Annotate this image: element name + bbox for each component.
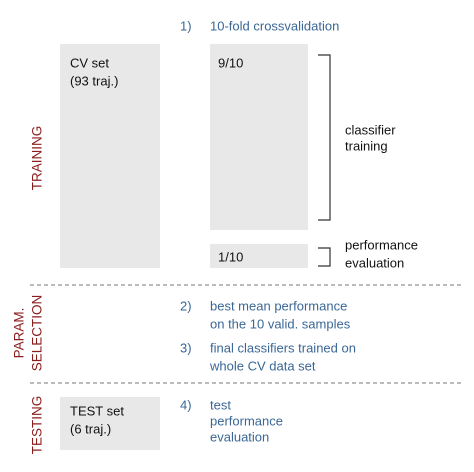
box-label: (93 traj.) <box>70 73 118 88</box>
cv-set-box <box>60 44 160 268</box>
step-text: whole CV data set <box>209 358 316 373</box>
step-text: 10-fold crossvalidation <box>210 18 339 33</box>
bracket-label: classifier <box>345 122 396 137</box>
section-label: TRAINING <box>30 126 45 191</box>
box-label: 9/10 <box>218 55 243 70</box>
step-text: final classifiers trained on <box>210 340 356 355</box>
step-number: 3) <box>180 340 192 355</box>
test-fold-box <box>210 244 308 268</box>
bracket-label: performance <box>345 237 418 252</box>
step-text: best mean performance <box>210 298 347 313</box>
section-label: TESTING <box>30 396 45 455</box>
train-fold-box <box>210 44 308 230</box>
training-bracket <box>318 54 331 221</box>
step-number: 2) <box>180 298 192 313</box>
box-label: TEST set <box>70 403 124 418</box>
step-number: 1) <box>180 18 192 33</box>
section-label: PARAM. <box>12 308 27 359</box>
evaluation-bracket <box>318 247 331 267</box>
step-text: evaluation <box>210 429 269 444</box>
section-label: SELECTION <box>30 295 45 372</box>
step-text: on the 10 valid. samples <box>210 316 351 331</box>
bracket-label: evaluation <box>345 255 404 270</box>
bracket-label: training <box>345 138 388 153</box>
step-text: test <box>210 397 231 412</box>
box-label: CV set <box>70 55 109 70</box>
box-label: (6 traj.) <box>70 421 111 436</box>
test-set-box <box>60 397 160 450</box>
box-label: 1/10 <box>218 249 243 264</box>
step-text: performance <box>210 413 283 428</box>
step-number: 4) <box>180 397 192 412</box>
